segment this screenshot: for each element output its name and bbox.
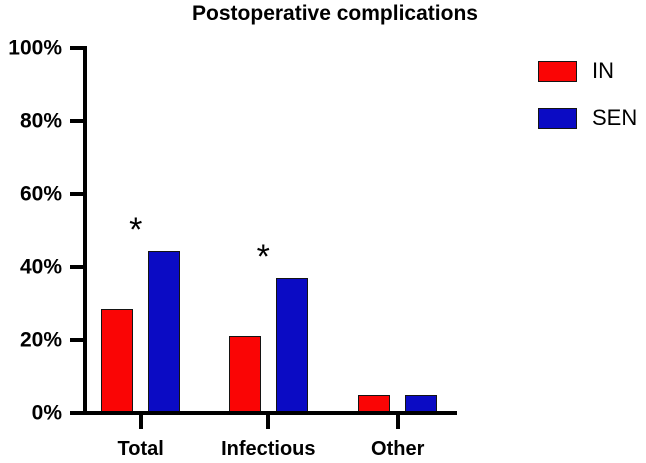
category-tick [138, 415, 143, 429]
y-axis-tick [70, 338, 83, 343]
y-axis-tick [70, 265, 83, 270]
bar-infectious-in [228, 336, 261, 413]
legend-label-in: IN [592, 58, 614, 83]
bar-infectious-sen [275, 278, 308, 413]
category-label-infectious: Infectious [221, 438, 316, 460]
y-axis-tick [70, 46, 83, 51]
significance-asterisk: * [129, 210, 143, 249]
y-tick-label: 100% [8, 36, 62, 60]
y-tick-label: 0% [31, 401, 62, 425]
legend-item-sen: SEN [538, 105, 638, 130]
chart-title: Postoperative complications [192, 2, 478, 25]
legend-item-in: IN [538, 58, 637, 83]
category-label-total: Total [117, 438, 164, 460]
y-axis-tick [70, 119, 83, 124]
legend: IN SEN [538, 58, 638, 130]
legend-swatch-in [538, 60, 577, 82]
y-tick-label: 80% [19, 109, 62, 133]
y-tick-label: 20% [19, 328, 62, 352]
y-tick-label: 60% [19, 182, 62, 206]
bar-total-sen [148, 250, 181, 413]
category-tick [395, 415, 400, 429]
y-tick-label: 40% [19, 255, 62, 279]
legend-swatch-sen [538, 107, 577, 129]
y-axis-line [83, 46, 87, 415]
category-tick [266, 415, 271, 429]
significance-asterisk: * [256, 238, 270, 277]
bar-total-in [101, 309, 134, 413]
category-label-other: Other [371, 438, 425, 460]
x-axis-line [70, 411, 457, 415]
y-axis-tick [70, 192, 83, 197]
legend-label-sen: SEN [592, 105, 638, 130]
